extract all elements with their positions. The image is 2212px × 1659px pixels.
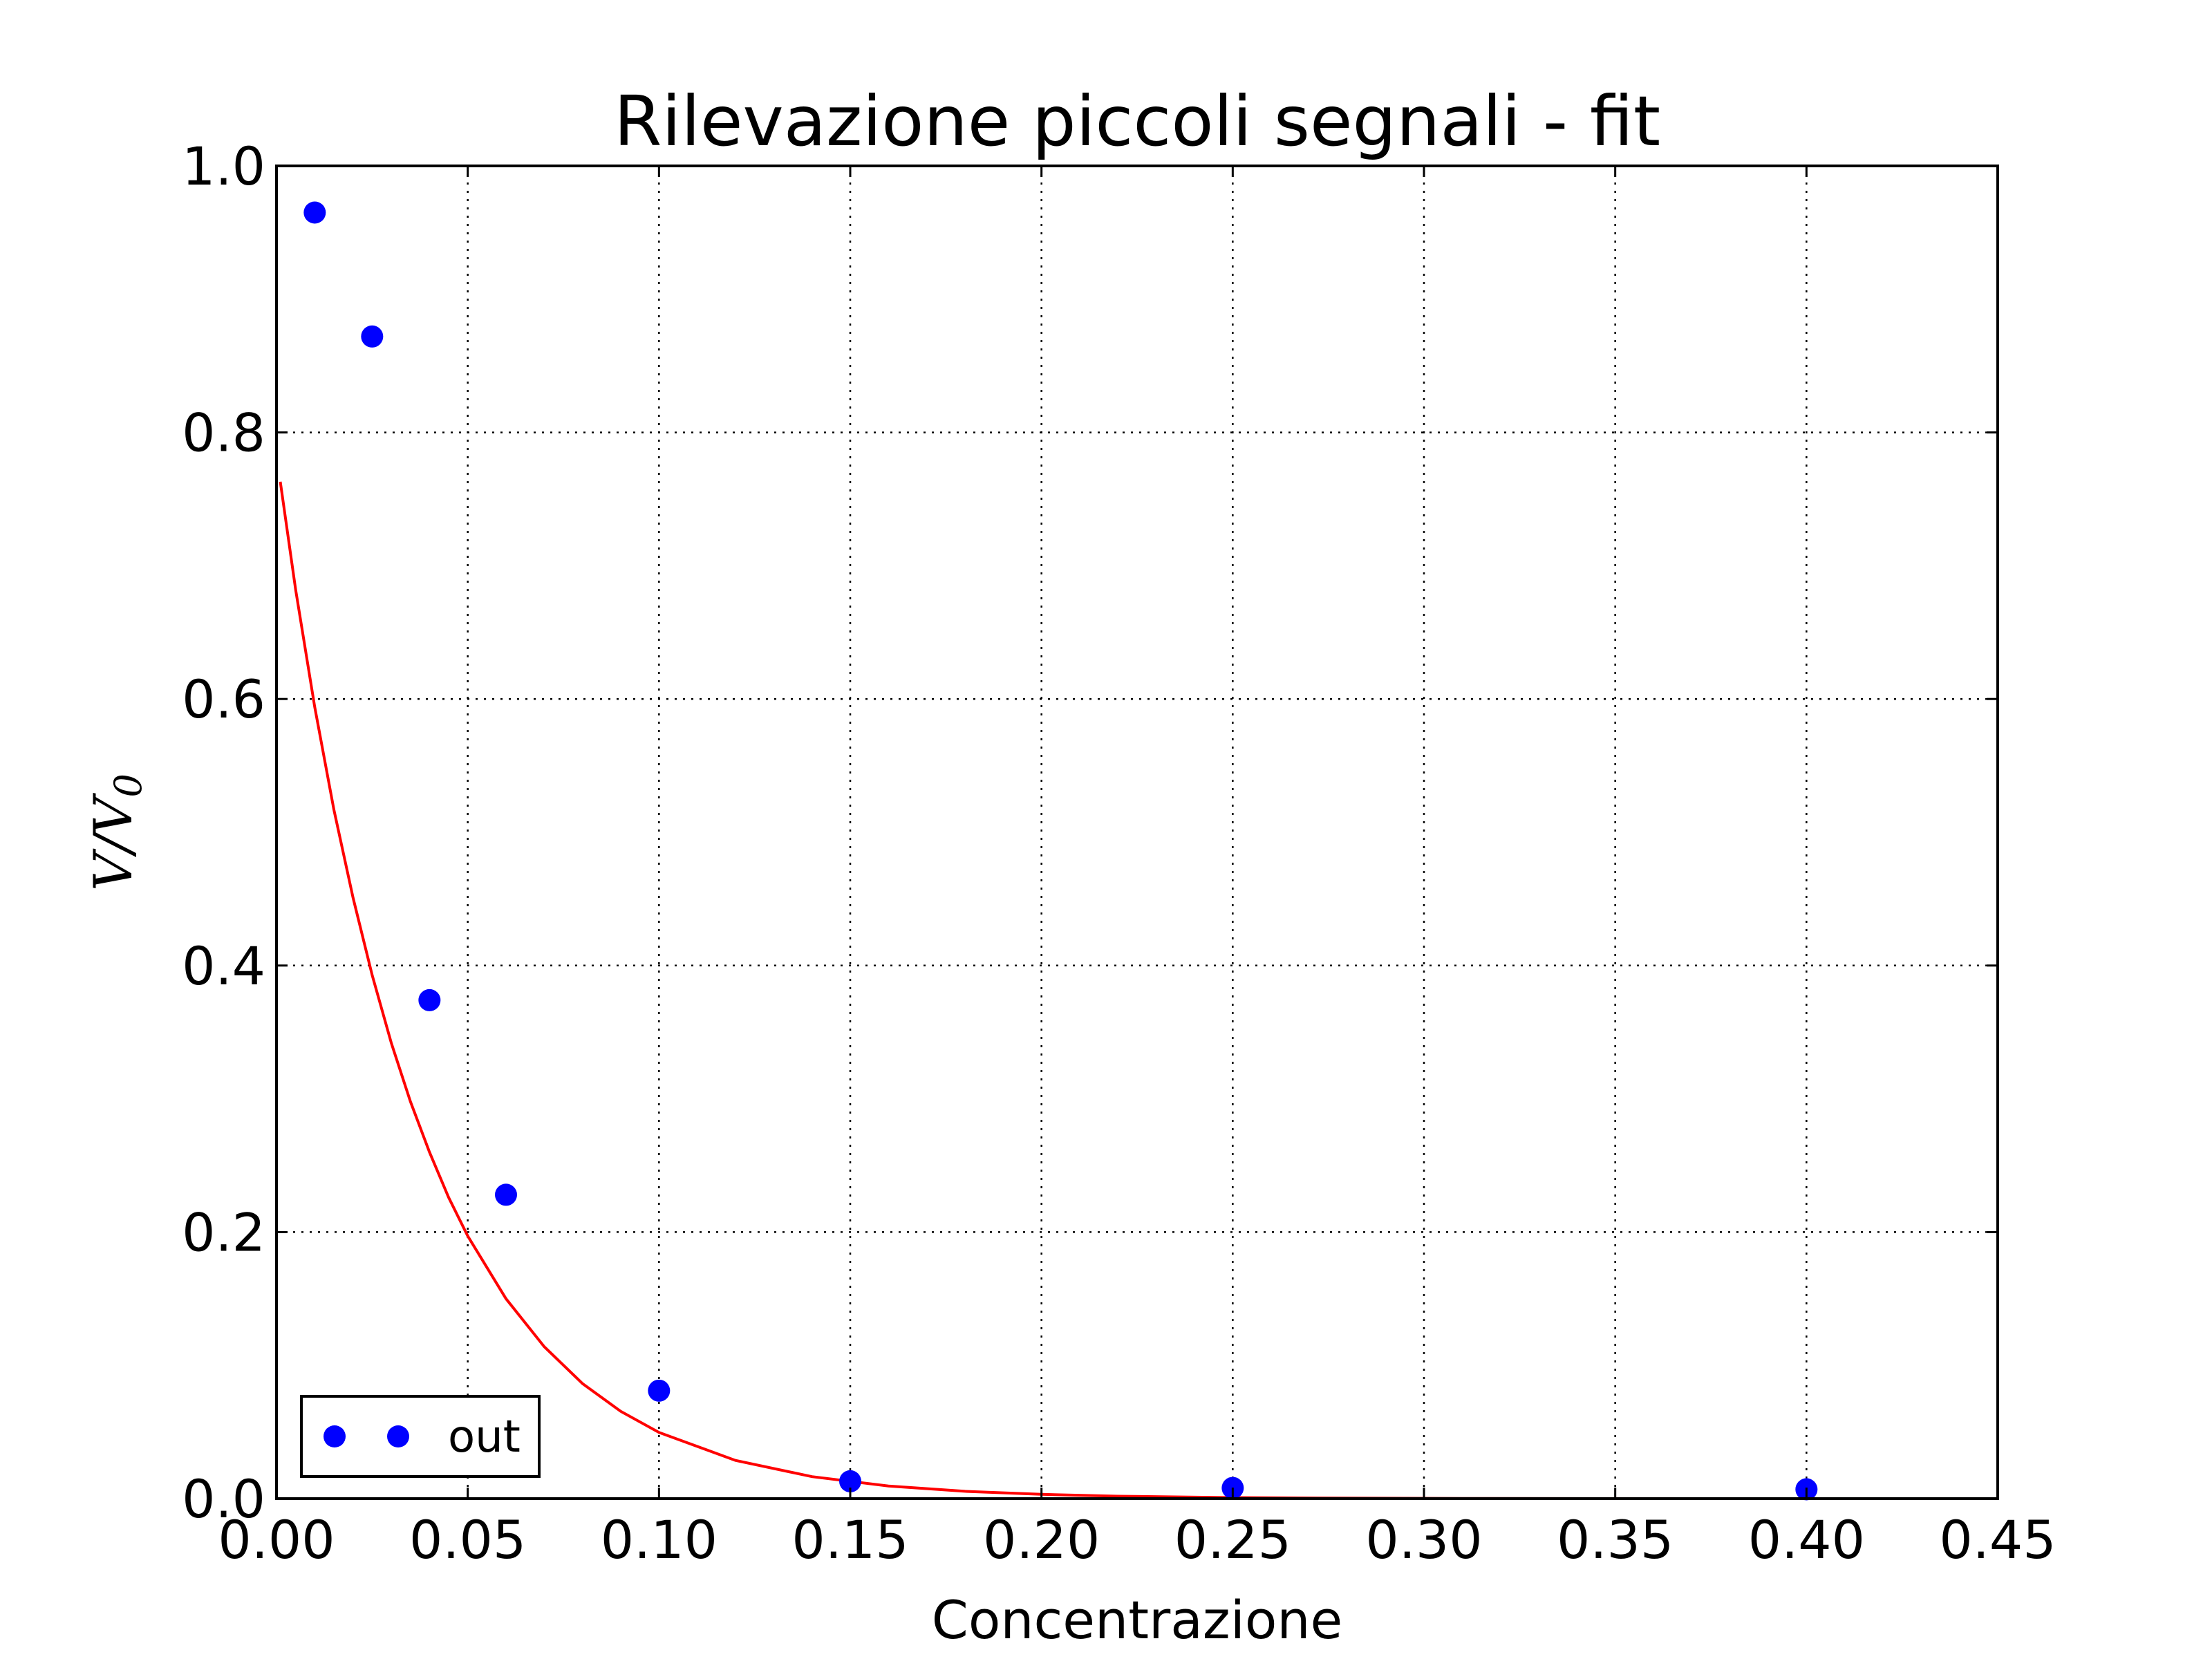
y-tick-label: 0.6 [182,668,265,730]
data-point [303,201,326,224]
x-tick-label: 0.40 [1748,1509,1865,1571]
legend-marker [324,1425,346,1447]
x-tick-label: 0.25 [1174,1509,1291,1571]
legend-label-out: out [448,1412,521,1463]
y-axis-label-subscript: 0 [106,774,150,797]
data-point [418,988,441,1011]
legend-marker [387,1425,409,1447]
data-point [361,325,384,348]
y-tick-label: 0.0 [182,1468,265,1530]
y-tick-label: 0.2 [182,1201,265,1263]
x-tick-label: 0.05 [409,1509,526,1571]
y-axis-label-main: V/V [82,792,144,890]
y-tick-label: 0.8 [182,402,265,464]
y-tick-label: 0.4 [182,935,265,997]
x-tick-label: 0.00 [218,1509,335,1571]
data-point [495,1183,517,1206]
data-point [839,1470,861,1492]
legend: out [300,1395,541,1478]
ticks: 0.00 0.05 0.10 0.15 0.20 0.25 0.30 0.35 0.40 0.45… [182,135,2056,1571]
x-tick-label: 0.30 [1365,1509,1482,1571]
y-axis-label: V/V0 [82,774,150,891]
x-tick-label: 0.20 [983,1509,1100,1571]
legend-box [300,1395,541,1478]
x-axis-label: Concentrazione [932,1589,1343,1651]
svg-text:V/V0: V/V0 [82,774,150,891]
x-tick-label: 0.45 [1939,1509,2056,1571]
x-tick-label: 0.15 [791,1509,908,1571]
x-tick-label: 0.35 [1557,1509,1674,1571]
y-tick-label: 1.0 [182,135,265,197]
data-point [648,1379,671,1402]
x-tick-label: 0.10 [601,1509,718,1571]
plot-frame [275,165,1999,1500]
chart-title: Rilevazione piccoli segnali - fit [614,81,1660,162]
